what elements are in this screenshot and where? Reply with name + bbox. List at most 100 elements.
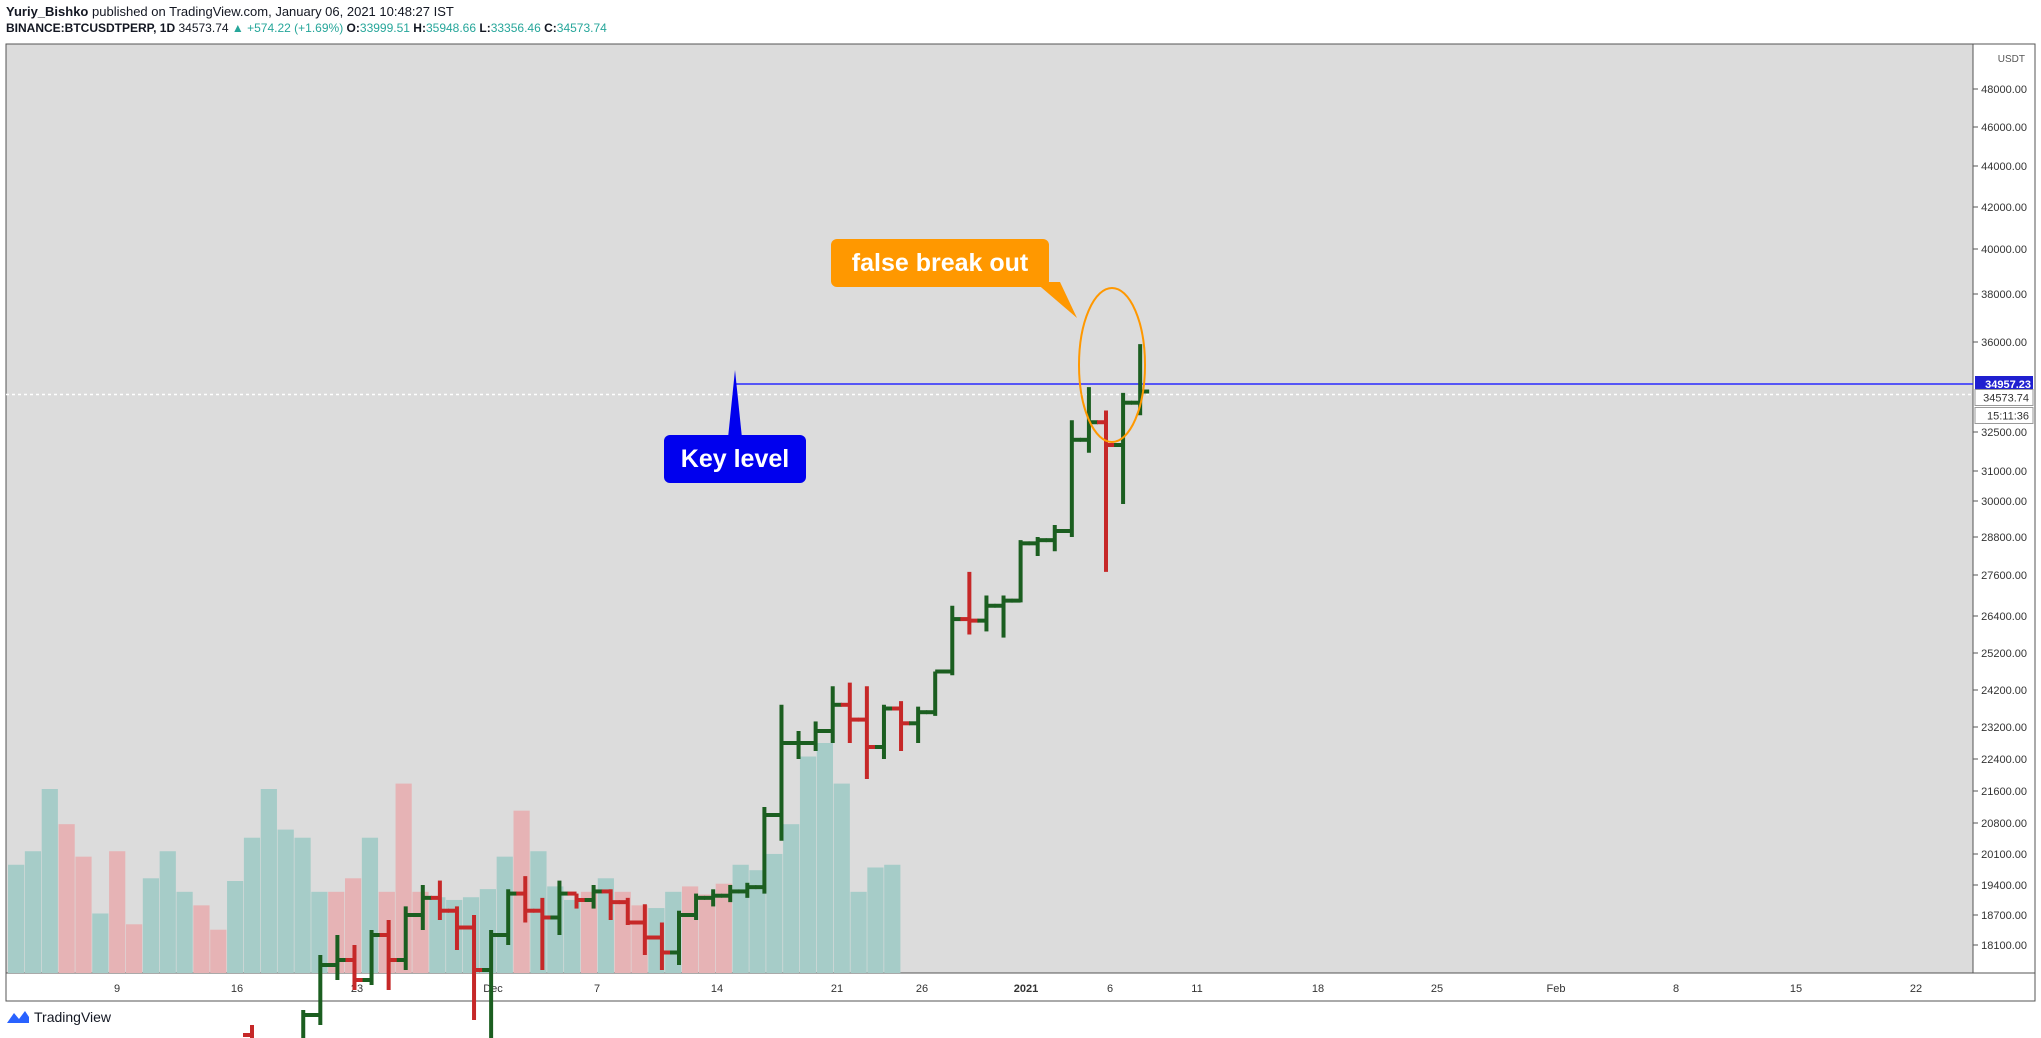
last-price-tag — [1974, 388, 2034, 406]
volume-bar — [766, 853, 783, 973]
x-tick-label: 18 — [1312, 983, 1324, 995]
countdown-tag — [1974, 406, 2034, 424]
ohlc-bar — [447, 906, 466, 950]
y-tick-label: 23200.00 — [1981, 722, 2027, 734]
volume-bar — [159, 851, 176, 973]
key-level-price-label: 34957.23 — [1985, 379, 2031, 391]
volume-bar — [732, 864, 749, 973]
y-tick-label: 36000.00 — [1981, 337, 2027, 349]
key-level-callout-box — [664, 435, 806, 483]
ohlc-bar — [550, 880, 569, 935]
ohlc-bar — [892, 701, 911, 751]
volume-bar — [92, 913, 109, 973]
volume-bar — [833, 783, 850, 973]
low-value: 33356.46 — [490, 21, 541, 35]
key-level-callout-label: Key level — [681, 445, 789, 473]
y-tick-label: 26400.00 — [1981, 611, 2027, 623]
y-tick-label: 28800.00 — [1981, 532, 2027, 544]
ohlc-bar — [909, 706, 928, 743]
symbol-legend: BINANCE:BTCUSDTPERP, 1D 34573.74 ▲ +574.… — [6, 21, 607, 35]
volume-bar — [715, 883, 732, 973]
volume-bar — [243, 837, 261, 973]
volume-bar — [142, 878, 159, 973]
low-label: L: — [479, 21, 491, 35]
volume-bar — [479, 889, 496, 973]
ohlc-bar — [840, 682, 859, 743]
false-break-callout-label: false break out — [852, 249, 1029, 277]
x-tick-label: 7 — [594, 983, 600, 995]
volume-bar — [496, 856, 513, 973]
volume-bar — [41, 789, 58, 973]
x-tick-label: 2021 — [1014, 983, 1038, 995]
ohlc-bar — [652, 922, 671, 970]
volume-bar — [227, 881, 244, 973]
volume-bar — [462, 897, 480, 973]
ohlc-bar — [1045, 525, 1064, 552]
ohlc-bar — [601, 889, 620, 920]
y-tick-label: 32500.00 — [1981, 427, 2027, 439]
close-label: C: — [544, 21, 557, 35]
author-name[interactable]: Yuriy_Bishko — [6, 4, 89, 19]
volume-bar — [311, 891, 328, 973]
ohlc-bar — [704, 889, 723, 907]
y-tick-label: 31000.00 — [1981, 466, 2027, 478]
ohlc-bar — [584, 885, 603, 909]
ohlc-bar — [1062, 420, 1081, 537]
ohlc-bar — [874, 704, 893, 759]
ohlc-bar — [567, 891, 586, 909]
volume-bar — [799, 756, 817, 973]
ohlc-bar — [806, 721, 825, 751]
volume-bar — [260, 789, 277, 973]
x-tick-label: 16 — [231, 983, 243, 995]
ohlc-bar — [533, 897, 552, 970]
volume-bar — [564, 899, 581, 973]
ohlc-bar — [482, 930, 501, 1038]
volume-bar — [429, 897, 446, 973]
plot-area — [5, 43, 1974, 974]
x-tick-label: Feb — [1547, 983, 1566, 995]
false-break-highlight-ellipse — [1078, 287, 1146, 443]
countdown-label: 15:11:36 — [1987, 410, 2029, 422]
ohlc-bar — [943, 605, 962, 676]
symbol-name[interactable]: BINANCE:BTCUSDTPERP, 1D — [6, 21, 176, 35]
volume-bar — [361, 837, 379, 973]
ohlc-bar — [465, 915, 484, 1020]
volume-bar — [850, 891, 867, 973]
open-value: 33999.51 — [359, 21, 410, 35]
x-tick-label: 15 — [1790, 983, 1802, 995]
ohlc-bar — [687, 893, 706, 920]
volume-bar — [884, 864, 901, 973]
ohlc-bar — [396, 906, 415, 970]
y-tick-label: 18700.00 — [1981, 910, 2027, 922]
volume-bar — [75, 856, 92, 973]
x-tick-label: 8 — [1673, 983, 1679, 995]
volume-bar — [345, 878, 362, 973]
last-price-label: 34573.74 — [1983, 392, 2029, 404]
ohlc-bar — [1011, 540, 1030, 603]
y-tick-label: 24200.00 — [1981, 685, 2027, 697]
tradingview-logo-icon — [7, 1011, 29, 1023]
volume-bar — [8, 864, 25, 973]
key-level-callout-pointer — [728, 370, 742, 438]
volume-bar — [395, 783, 412, 973]
footer-brand[interactable]: TradingView — [6, 1009, 111, 1025]
published-text: published on TradingView.com, January 06… — [92, 4, 454, 19]
y-tick-label: 20100.00 — [1981, 849, 2027, 861]
ohlc-bar — [618, 897, 637, 925]
ohlc-bar — [413, 885, 432, 930]
ohlc-bar — [430, 880, 449, 920]
y-tick-label: 42000.00 — [1981, 202, 2027, 214]
key-level-price-tag — [1975, 376, 2033, 392]
ohlc-bar — [977, 595, 996, 632]
ohlc-bar — [516, 876, 535, 923]
ohlc-bar — [243, 1025, 254, 1038]
y-tick-label: 19400.00 — [1981, 880, 2027, 892]
y-tick-label: 46000.00 — [1981, 122, 2027, 134]
y-tick-label: 27600.00 — [1981, 570, 2027, 582]
ohlc-bar — [635, 904, 654, 955]
y-tick-label: 30000.00 — [1981, 496, 2027, 508]
up-triangle-icon: ▲ — [231, 21, 244, 35]
volume-bar — [412, 891, 429, 973]
y-tick-label: 22400.00 — [1981, 754, 2027, 766]
